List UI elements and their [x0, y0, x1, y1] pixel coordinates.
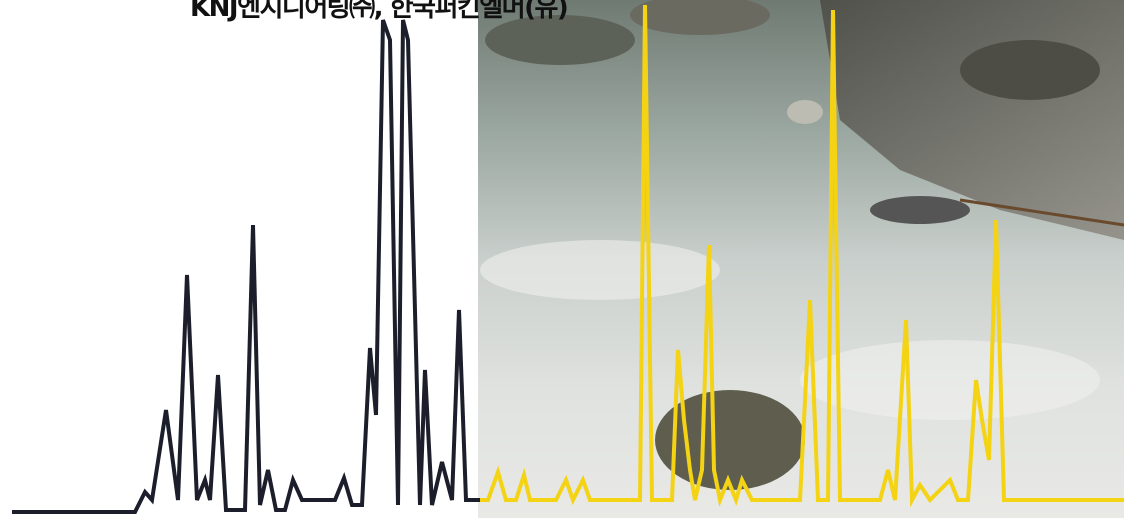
branch — [959, 198, 1124, 227]
foam — [480, 240, 720, 300]
rock — [485, 15, 635, 65]
rock — [870, 196, 970, 224]
rock — [787, 100, 823, 124]
rock — [655, 390, 805, 490]
chromatogram-black — [12, 19, 480, 514]
foam — [800, 340, 1100, 420]
photo — [478, 0, 1124, 518]
rock — [630, 0, 770, 35]
rock — [960, 40, 1100, 100]
title: KNJ엔지니어링㈜, 한국퍼킨엘머(유) — [190, 0, 567, 23]
chromatogram-yellow — [480, 4, 1124, 508]
